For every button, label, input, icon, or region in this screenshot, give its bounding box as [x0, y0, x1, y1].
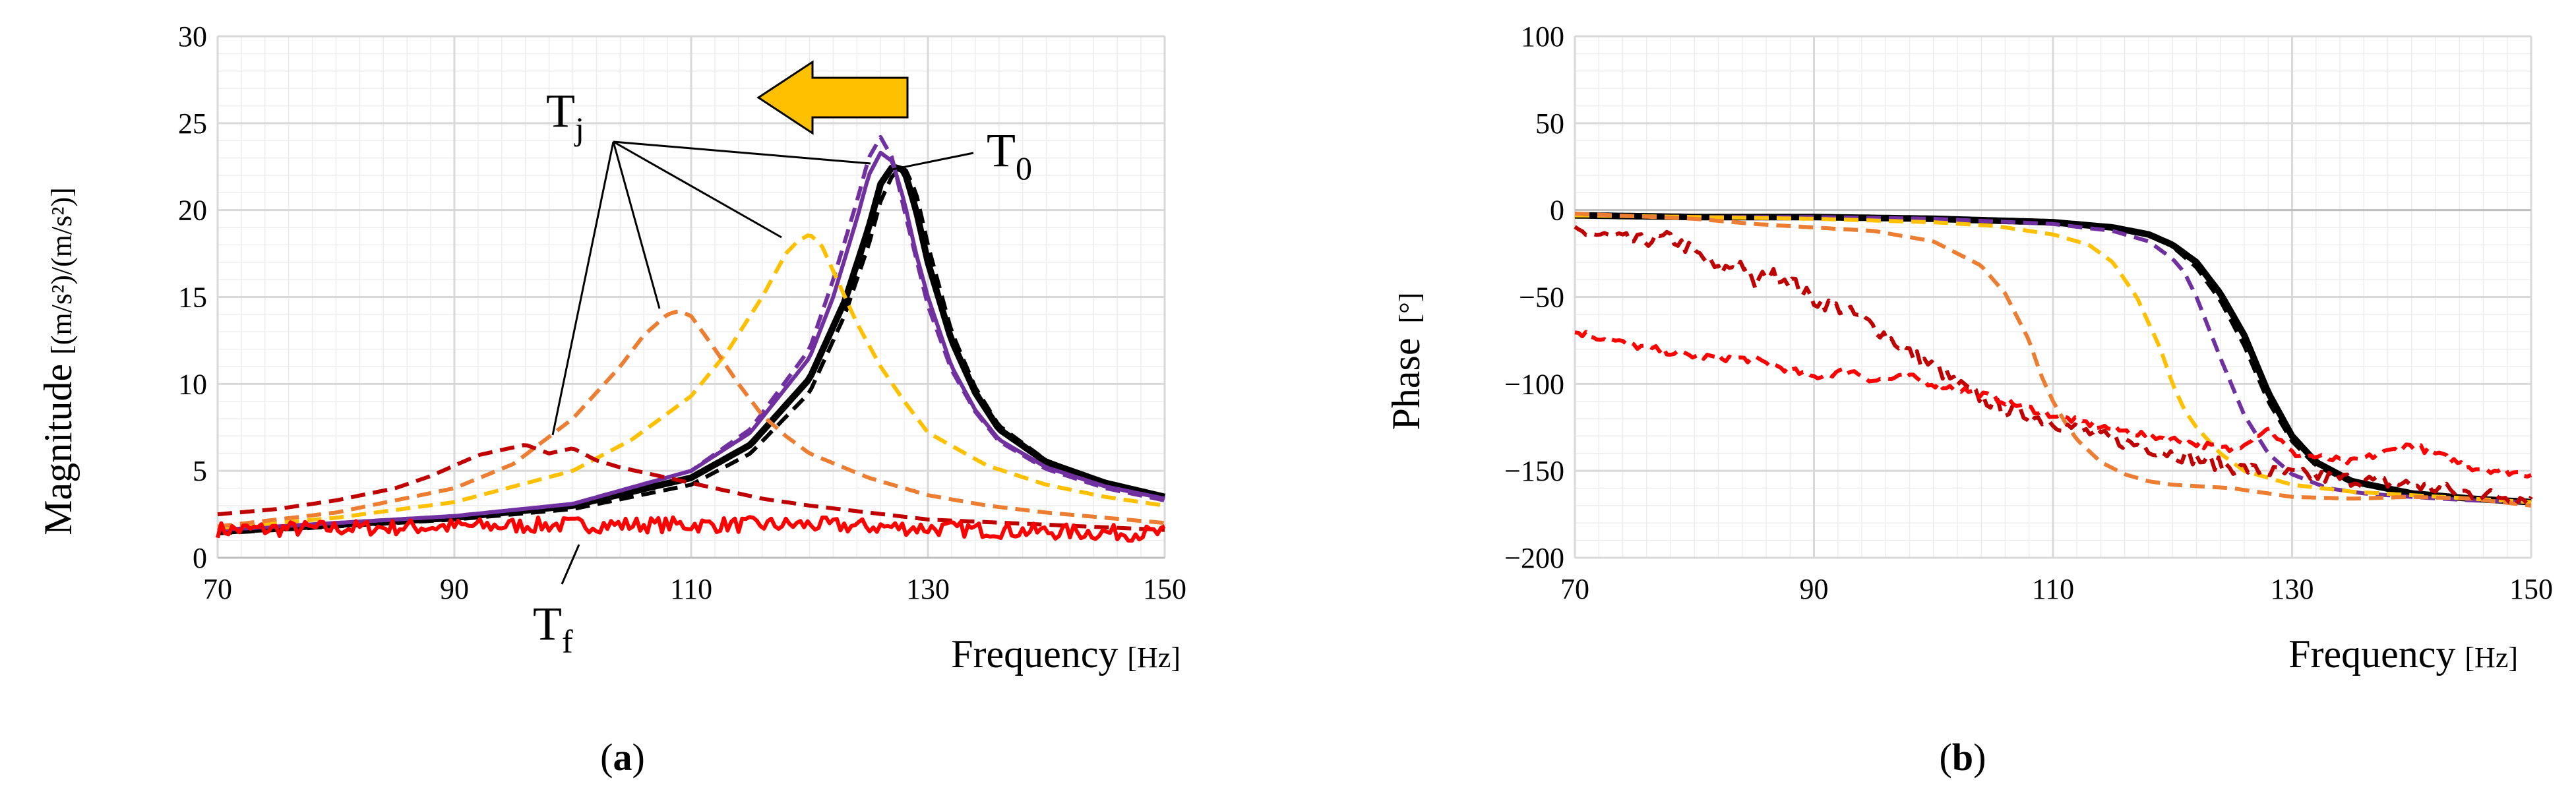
- y-tick-label: 30: [178, 20, 207, 53]
- x-tick-label: 110: [2032, 573, 2074, 605]
- y-tick-label: −50: [1519, 282, 1564, 314]
- series-tj-orange-dashed: [217, 309, 1165, 529]
- y-tick-label: 10: [178, 368, 207, 400]
- caption-b: (b): [1940, 736, 1986, 779]
- shift-arrow-left-icon: [756, 60, 909, 135]
- y-tick-label: 0: [193, 542, 207, 574]
- series-tf-red-solid: [216, 515, 1166, 543]
- annotation-lines: [551, 140, 974, 585]
- y-tick-label: 15: [178, 282, 207, 314]
- tj-label: Tj: [546, 84, 584, 147]
- ticks-b: 70 90 110 130 150 −200 −150 −100 −50 0 50 100: [1504, 20, 2553, 605]
- x-tick-label: 150: [2509, 573, 2553, 605]
- y-tick-label: −150: [1504, 455, 1564, 487]
- grid-b: [1574, 35, 2532, 559]
- x-tick-label: 130: [906, 573, 950, 605]
- xlabel-a: Frequency [Hz]: [951, 632, 1181, 676]
- t0-label: T0: [987, 124, 1032, 187]
- tj-leader-darkred: [551, 141, 615, 436]
- x-tick-label: 130: [2271, 573, 2314, 605]
- grid-a: [216, 35, 1166, 559]
- y-tick-label: 20: [178, 194, 207, 227]
- tf-label: Tf: [533, 597, 573, 660]
- t0-leader: [888, 152, 974, 171]
- x-tick-label: 110: [670, 573, 712, 605]
- lines-b: [1574, 211, 2533, 508]
- x-tick-label: 90: [440, 573, 469, 605]
- tj-leader-purple: [613, 140, 871, 165]
- panel-b: 70 90 110 130 150 −200 −150 −100 −50 0 50 100 Phase…: [1384, 20, 2553, 779]
- tf-leader: [561, 544, 580, 585]
- tj-leader-yellow: [613, 140, 782, 239]
- x-tick-label: 70: [1560, 573, 1589, 605]
- y-tick-label: 5: [193, 455, 207, 487]
- x-tick-label: 90: [1800, 573, 1829, 605]
- x-tick-label: 150: [1143, 573, 1186, 605]
- series-tj-purple-dashed: [217, 134, 1165, 532]
- ticks-a: 70 90 110 130 150 0 5 10 15 20 25 30: [178, 20, 1186, 605]
- y-tick-label: −100: [1504, 368, 1564, 400]
- series-tj-yellow-dashed: [217, 233, 1165, 531]
- x-tick-label: 70: [203, 573, 232, 605]
- y-tick-label: −200: [1504, 542, 1564, 574]
- caption-a: (a): [600, 736, 645, 779]
- series-tj-orange-dashed: [1574, 211, 2532, 508]
- series-tj-yellow-dashed: [1574, 213, 2532, 504]
- y-tick-label: 0: [1550, 194, 1564, 227]
- y-tick-label: 25: [178, 107, 207, 140]
- series-t0-black-dashed: [217, 165, 1165, 536]
- series-tj-darkred-dashed: [1574, 225, 2533, 506]
- tj-leader-orange: [612, 141, 661, 309]
- y-tick-label: 50: [1535, 107, 1564, 140]
- y-tick-label: 100: [1521, 20, 1564, 53]
- panel-a: 70 90 110 130 150 0 5 10 15 20 25 30 Magnitude[(m/s…: [36, 20, 1186, 779]
- xlabel-b: Frequency [Hz]: [2288, 632, 2518, 676]
- ylabel-b: Phase[°]: [1384, 293, 1428, 431]
- series-tf-red-dashed: [1574, 330, 2532, 479]
- lines-a: [216, 134, 1166, 543]
- ylabel-a: Magnitude[(m/s²)/(m/s²)]: [36, 187, 80, 535]
